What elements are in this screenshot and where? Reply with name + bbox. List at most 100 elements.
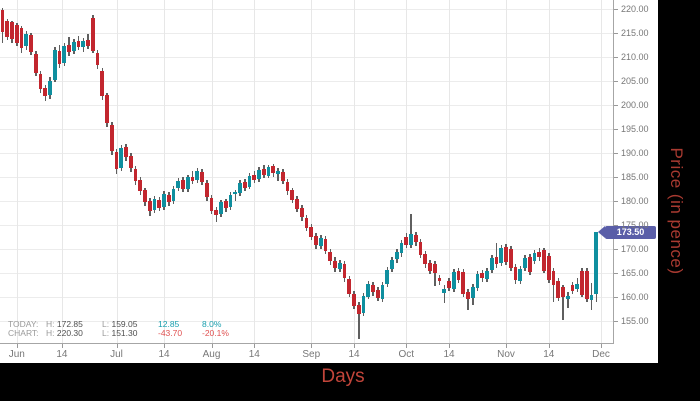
candle[interactable] bbox=[295, 199, 299, 209]
candle[interactable] bbox=[437, 277, 442, 282]
candle[interactable] bbox=[171, 189, 176, 202]
candle[interactable] bbox=[257, 169, 261, 179]
candle[interactable] bbox=[166, 195, 171, 203]
candle[interactable] bbox=[366, 283, 371, 297]
candle[interactable] bbox=[499, 247, 504, 264]
candle[interactable] bbox=[551, 270, 556, 285]
candle[interactable] bbox=[418, 241, 423, 256]
candle[interactable] bbox=[29, 35, 33, 53]
candle[interactable] bbox=[114, 152, 119, 170]
candle[interactable] bbox=[480, 273, 485, 279]
candle[interactable] bbox=[394, 251, 399, 260]
candle[interactable] bbox=[523, 258, 527, 269]
candle[interactable] bbox=[584, 271, 589, 300]
candle[interactable] bbox=[375, 290, 380, 298]
candle[interactable] bbox=[228, 194, 233, 208]
candle[interactable] bbox=[356, 305, 361, 314]
candle[interactable] bbox=[57, 51, 62, 65]
candle[interactable] bbox=[409, 234, 413, 245]
candle[interactable] bbox=[385, 270, 390, 285]
candle[interactable] bbox=[309, 226, 314, 237]
candle[interactable] bbox=[380, 285, 385, 299]
candle[interactable] bbox=[451, 272, 456, 290]
candle[interactable] bbox=[532, 252, 537, 261]
candle[interactable] bbox=[347, 279, 352, 294]
candle[interactable] bbox=[252, 175, 257, 180]
candle[interactable] bbox=[318, 237, 323, 247]
candle[interactable] bbox=[299, 207, 304, 218]
candle[interactable] bbox=[266, 167, 271, 176]
candle[interactable] bbox=[128, 156, 133, 169]
candle[interactable] bbox=[475, 273, 480, 288]
candle[interactable] bbox=[328, 251, 333, 262]
candle[interactable] bbox=[442, 289, 447, 294]
candle[interactable] bbox=[556, 280, 561, 298]
candle[interactable] bbox=[537, 251, 542, 258]
candle[interactable] bbox=[261, 168, 266, 175]
candle[interactable] bbox=[133, 169, 138, 182]
candle[interactable] bbox=[323, 238, 328, 251]
candle[interactable] bbox=[14, 25, 19, 43]
candle[interactable] bbox=[513, 266, 518, 281]
candle[interactable] bbox=[157, 199, 162, 208]
candle[interactable] bbox=[38, 74, 43, 89]
candle[interactable] bbox=[594, 232, 599, 294]
candle[interactable] bbox=[100, 70, 105, 96]
candle[interactable] bbox=[561, 287, 565, 297]
candle[interactable] bbox=[466, 291, 470, 300]
candle[interactable] bbox=[24, 33, 29, 47]
candle[interactable] bbox=[304, 218, 309, 228]
candle[interactable] bbox=[371, 284, 375, 293]
candle[interactable] bbox=[138, 180, 143, 192]
candle[interactable] bbox=[109, 125, 114, 152]
candle[interactable] bbox=[204, 182, 209, 198]
candle[interactable] bbox=[399, 242, 404, 253]
candle[interactable] bbox=[176, 180, 181, 189]
candle[interactable] bbox=[242, 182, 247, 188]
candle[interactable] bbox=[494, 256, 499, 265]
candle[interactable] bbox=[470, 286, 475, 299]
candle[interactable] bbox=[147, 201, 152, 211]
candle[interactable] bbox=[48, 81, 52, 95]
candle[interactable] bbox=[67, 45, 71, 52]
candle[interactable] bbox=[43, 87, 48, 96]
candle[interactable] bbox=[209, 198, 214, 212]
candle[interactable] bbox=[314, 235, 318, 246]
candle[interactable] bbox=[195, 170, 200, 180]
candle[interactable] bbox=[33, 54, 38, 74]
candle[interactable] bbox=[352, 294, 356, 307]
candle[interactable] bbox=[280, 171, 285, 181]
candle[interactable] bbox=[575, 283, 580, 290]
candle[interactable] bbox=[247, 176, 252, 187]
candle[interactable] bbox=[527, 257, 532, 272]
candle[interactable] bbox=[285, 181, 290, 192]
candle[interactable] bbox=[238, 183, 242, 194]
candle[interactable] bbox=[447, 281, 451, 289]
candle[interactable] bbox=[19, 28, 24, 49]
candle[interactable] bbox=[162, 194, 166, 207]
candle[interactable] bbox=[461, 271, 466, 295]
candle[interactable] bbox=[337, 262, 342, 270]
candle[interactable] bbox=[504, 246, 508, 262]
candle[interactable] bbox=[342, 263, 347, 279]
candle[interactable] bbox=[290, 190, 295, 201]
chart-plot[interactable] bbox=[0, 0, 614, 344]
candle[interactable] bbox=[81, 41, 86, 48]
candle[interactable] bbox=[333, 260, 337, 269]
candle[interactable] bbox=[124, 147, 128, 158]
candle[interactable] bbox=[276, 170, 280, 175]
candle[interactable] bbox=[10, 22, 14, 39]
candle[interactable] bbox=[489, 257, 494, 270]
candle[interactable] bbox=[105, 94, 109, 124]
candle[interactable] bbox=[52, 50, 57, 81]
candle[interactable] bbox=[71, 42, 76, 51]
candle[interactable] bbox=[456, 271, 461, 280]
candle[interactable] bbox=[200, 172, 204, 182]
candle[interactable] bbox=[413, 235, 418, 243]
candle[interactable] bbox=[570, 285, 575, 291]
candle[interactable] bbox=[119, 148, 124, 168]
candle[interactable] bbox=[542, 250, 546, 272]
candle[interactable] bbox=[589, 295, 594, 300]
candle[interactable] bbox=[190, 176, 195, 181]
candle[interactable] bbox=[508, 249, 513, 268]
